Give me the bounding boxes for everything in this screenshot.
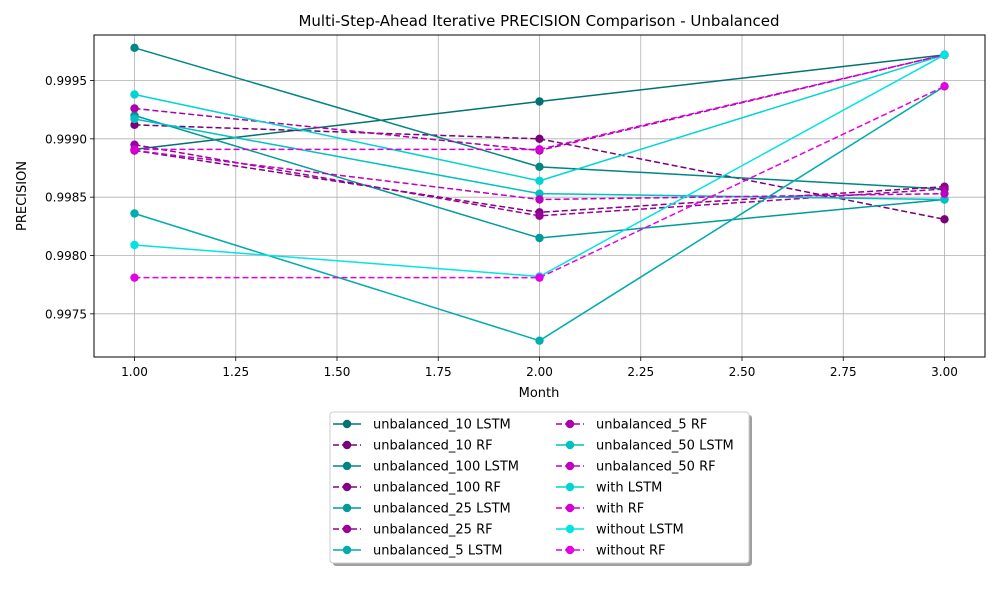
ticks: 1.00 1.25 1.50 1.75 2.00 2.25 2.50 2.75 3.00 0.99… [45,74,958,379]
x-tick-label: 2.75 [830,365,857,379]
x-tick-label: 1.00 [121,365,148,379]
legend-item: with RF [556,502,644,517]
legend-label: with LSTM [596,481,662,496]
legend-item: unbalanced_100 LSTM [333,460,519,475]
x-tick-label: 1.50 [324,365,351,379]
data-point [130,240,139,250]
legend-label: unbalanced_100 LSTM [373,460,519,475]
legend-swatch-marker [565,419,575,429]
data-point [130,273,139,282]
data-point [130,145,139,154]
y-axis-label: PRECISION [15,161,30,231]
legend-label: unbalanced_5 RF [596,418,707,433]
y-tick-label: 0.9990 [45,132,87,146]
data-point [535,97,544,106]
data-point [130,114,139,124]
data-point [130,209,139,218]
y-tick-label: 0.9975 [45,307,87,321]
data-point [535,273,544,282]
legend-item: unbalanced_5 LSTM [333,544,502,559]
legend-item: unbalanced_25 RF [333,523,493,538]
data-point [535,336,544,345]
data-point [535,211,544,221]
data-point [535,233,544,243]
data-point [535,162,544,172]
data-point [535,176,544,186]
legend-label: unbalanced_50 RF [596,460,716,475]
y-tick-label: 0.9980 [45,249,87,263]
data-point [940,195,949,204]
data-point [535,189,544,198]
legend: unbalanced_10 LSTM unbalanced_10 RF unbala… [329,411,752,566]
legend-item: unbalanced_50 RF [556,460,716,475]
legend-label: with RF [596,502,644,517]
data-point [535,195,544,204]
x-tick-label: 1.25 [222,365,249,379]
legend-label: unbalanced_5 LSTM [373,544,502,559]
legend-box [329,411,750,564]
legend-item: unbalanced_50 LSTM [556,439,734,454]
series [130,114,949,204]
data-point [940,215,949,224]
legend-swatch-marker [342,503,352,513]
legend-item: without RF [556,544,666,559]
x-tick-label: 2.50 [729,365,756,379]
chart-title: Multi-Step-Ahead Iterative PRECISION Com… [298,12,779,30]
legend-swatch-marker [565,545,575,555]
data-point [535,145,544,154]
legend-swatch-marker [565,461,575,471]
legend-label: unbalanced_25 LSTM [373,502,511,517]
legend-label: without RF [596,544,666,559]
legend-item: with LSTM [556,481,662,496]
legend-swatch-marker [565,503,575,513]
data-point [130,90,139,99]
y-tick-label: 0.9985 [45,191,87,205]
data-point [940,50,949,60]
data-point [940,82,949,91]
x-tick-label: 2.00 [526,365,553,379]
legend-swatch-marker [565,524,575,534]
legend-swatch-marker [342,461,352,471]
legend-label: without LSTM [596,523,684,538]
legend-item: unbalanced_25 LSTM [333,502,511,517]
legend-swatch-marker [565,482,575,492]
legend-swatch-marker [565,440,575,450]
legend-item: without LSTM [556,523,684,538]
legend-label: unbalanced_100 RF [373,481,501,496]
series-layer [130,43,949,345]
data-point [130,120,139,130]
y-tick-label: 0.9995 [45,74,87,88]
series-line [134,143,945,217]
x-tick-label: 3.00 [931,365,958,379]
legend-swatch-marker [342,524,352,534]
x-tick-label: 1.75 [425,365,452,379]
legend-swatch-marker [342,419,352,429]
legend-item: unbalanced_100 RF [333,481,501,496]
data-point [940,189,949,198]
data-point [535,134,544,144]
series [130,82,949,282]
legend-label: unbalanced_10 LSTM [373,418,511,433]
legend-label: unbalanced_10 RF [373,439,493,454]
data-point [130,43,139,53]
data-point [130,104,139,113]
x-axis-label: Month [519,386,560,401]
legend-item: unbalanced_10 LSTM [333,418,511,433]
legend-label: unbalanced_25 RF [373,523,493,538]
series [130,120,949,224]
legend-swatch-marker [342,545,352,555]
legend-label: unbalanced_50 LSTM [596,439,734,454]
legend-item: unbalanced_5 RF [556,418,707,433]
x-tick-label: 2.25 [627,365,654,379]
legend-swatch-marker [342,482,352,492]
legend-item: unbalanced_10 RF [333,439,493,454]
legend-swatch-marker [342,440,352,450]
